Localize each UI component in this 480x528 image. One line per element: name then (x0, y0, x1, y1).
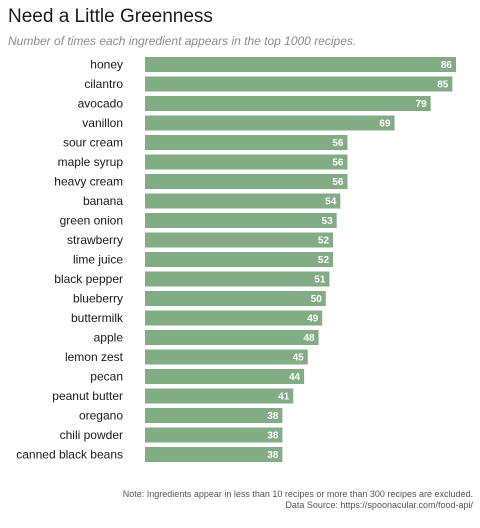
category-label-blueberry: blueberry (73, 292, 123, 306)
value-label-sour-cream: 56 (332, 138, 344, 149)
value-label-cilantro: 85 (437, 80, 449, 91)
value-label-canned-black-beans: 38 (267, 450, 279, 461)
value-label-apple: 48 (303, 333, 315, 344)
bar-cilantro (145, 77, 452, 92)
category-label-buttermilk: buttermilk (71, 311, 124, 325)
category-label-sour-cream: sour cream (63, 136, 123, 150)
category-label-banana: banana (83, 194, 123, 208)
category-label-honey: honey (90, 58, 123, 72)
bar-avocado (145, 96, 431, 111)
bar-chili-powder (145, 428, 282, 443)
value-label-honey: 86 (441, 60, 453, 71)
category-label-canned-black-beans: canned black beans (16, 448, 123, 462)
value-label-chili-powder: 38 (267, 431, 279, 442)
bar-lime-juice (145, 252, 333, 267)
category-label-green-onion: green onion (60, 214, 123, 228)
bar-oregano (145, 408, 282, 423)
category-label-vanillon: vanillon (82, 116, 123, 130)
value-label-heavy-cream: 56 (332, 177, 344, 188)
bar-lemon-zest (145, 350, 308, 365)
chart-note: Note: Ingredients appear in less than 10… (123, 489, 473, 511)
bar-blueberry (145, 291, 326, 306)
value-label-banana: 54 (325, 197, 337, 208)
bar-sour-cream (145, 135, 348, 150)
category-label-oregano: oregano (79, 409, 123, 423)
category-label-lemon-zest: lemon zest (65, 350, 124, 364)
category-label-avocado: avocado (78, 97, 124, 111)
value-label-green-onion: 53 (322, 216, 334, 227)
bar-vanillon (145, 116, 395, 131)
category-label-apple: apple (94, 331, 124, 345)
bar-maple-syrup (145, 155, 348, 170)
category-label-cilantro: cilantro (84, 77, 123, 91)
category-label-peanut-butter: peanut butter (52, 389, 123, 403)
bar-black-pepper (145, 272, 329, 287)
value-label-lemon-zest: 45 (293, 353, 305, 364)
value-label-avocado: 79 (416, 99, 428, 110)
category-label-chili-powder: chili powder (60, 428, 123, 442)
value-label-maple-syrup: 56 (332, 158, 344, 169)
bar-canned-black-beans (145, 447, 282, 462)
bar-honey (145, 57, 456, 72)
category-label-black-pepper: black pepper (54, 272, 123, 286)
value-label-strawberry: 52 (318, 236, 330, 247)
bar-pecan (145, 369, 304, 384)
category-label-strawberry: strawberry (67, 233, 123, 247)
value-label-black-pepper: 51 (314, 275, 326, 286)
category-label-heavy-cream: heavy cream (54, 175, 123, 189)
bar-peanut-butter (145, 389, 293, 404)
value-label-blueberry: 50 (311, 294, 323, 305)
bar-banana (145, 194, 340, 209)
bar-buttermilk (145, 311, 322, 326)
category-label-maple-syrup: maple syrup (58, 155, 124, 169)
value-label-peanut-butter: 41 (278, 392, 290, 403)
value-label-pecan: 44 (289, 372, 301, 383)
bar-heavy-cream (145, 174, 348, 189)
value-label-vanillon: 69 (379, 119, 391, 130)
bar-apple (145, 330, 319, 345)
value-label-oregano: 38 (267, 411, 279, 422)
category-label-pecan: pecan (90, 370, 123, 384)
note-source: Data Source: https://spoonacular.com/foo… (123, 500, 473, 511)
value-label-buttermilk: 49 (307, 314, 319, 325)
note-exclusion: Note: Ingredients appear in less than 10… (123, 489, 473, 500)
bar-strawberry (145, 233, 333, 248)
bar-green-onion (145, 213, 337, 228)
value-label-lime-juice: 52 (318, 255, 330, 266)
category-label-lime-juice: lime juice (73, 253, 123, 267)
